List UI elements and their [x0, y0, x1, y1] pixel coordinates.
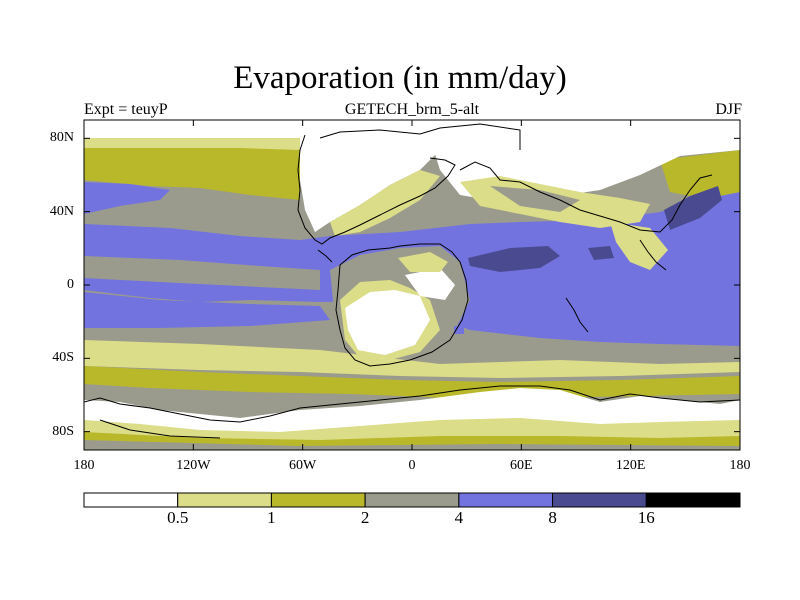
region-tethys-darkblue — [468, 246, 560, 272]
colorbar-swatch-0 — [83, 492, 179, 508]
region-north-america-edge — [330, 170, 440, 236]
experiment-label: Expt = teuyP — [84, 101, 168, 118]
y-tick-label-0: 80N — [49, 130, 74, 146]
colorbar-level-label-1: 1 — [267, 508, 276, 527]
region-west-africa-light — [398, 252, 448, 272]
region-west-pacific-darkblue — [664, 186, 722, 230]
region-pacific-grey-band — [84, 256, 320, 290]
dataset-label: GETECH_brm_5-alt — [344, 101, 480, 118]
coastlines — [84, 123, 740, 439]
coastline-arctic — [319, 123, 521, 150]
x-tick-label-3: 0 — [408, 458, 416, 473]
region-south-pacific-blue — [84, 292, 330, 328]
region-congo-blue — [454, 326, 464, 334]
chart-title: Evaporation (in mm/day) — [233, 60, 567, 96]
x-tick-label-6: 180 — [729, 458, 751, 473]
colorbar-swatch-3 — [364, 492, 460, 508]
x-tick-label-1: 120W — [176, 458, 211, 473]
colorbar — [83, 492, 741, 508]
colorbar-swatch-4 — [458, 492, 554, 508]
colorbar-level-label-4: 8 — [548, 508, 557, 527]
colorbar-level-label-5: 16 — [637, 508, 655, 527]
region-north-pacific-blue — [84, 182, 170, 214]
coastline-east-asia — [639, 239, 667, 271]
colorbar-swatch-6 — [645, 492, 741, 508]
coastline-antarctica — [84, 385, 740, 423]
coastline-india-islands — [565, 297, 589, 333]
region-south-ocean-light — [84, 340, 740, 378]
x-tick-label-5: 120E — [615, 458, 646, 473]
y-tick-label-2: 0 — [67, 277, 74, 292]
region-eurasia-grey — [490, 186, 580, 212]
coastline-antarctic-inner — [99, 419, 221, 439]
region-china-light — [610, 222, 668, 270]
region-north-pacific-yellow — [84, 138, 300, 200]
evaporation-field — [84, 120, 740, 450]
region-north-america-white — [300, 138, 440, 232]
y-tick-label-1: 40N — [49, 203, 74, 219]
region-afro-south-america-white — [345, 290, 430, 355]
region-sahara-white — [405, 268, 455, 300]
colorbar-swatch-2 — [270, 492, 366, 508]
coastline-eurasia — [459, 161, 713, 233]
colorbar-swatch-5 — [552, 492, 647, 508]
region-north-pacific-light — [84, 138, 300, 150]
axis-tick-marks — [83, 120, 741, 450]
season-label: DJF — [715, 101, 742, 118]
colorbar-level-label-0: 0.5 — [167, 508, 189, 527]
x-tick-label-4: 60E — [510, 458, 533, 473]
colorbar-level-label-3: 4 — [454, 508, 464, 527]
coastline-north-america — [297, 134, 456, 245]
coastline-africa-south-america — [335, 243, 469, 367]
region-indian-darkblue — [588, 246, 614, 260]
region-arctic-white — [84, 120, 740, 138]
x-tick-label-2: 60W — [289, 458, 317, 473]
colorbar-swatch-1 — [177, 492, 272, 508]
colorbar-level-label-2: 2 — [360, 508, 370, 527]
x-tick-label-0: 180 — [73, 458, 95, 473]
coastline-caribbean — [317, 249, 333, 263]
region-far-east-yellow — [660, 150, 740, 198]
y-tick-label-4: 80S — [52, 423, 74, 439]
y-tick-label-3: 40S — [52, 350, 74, 366]
